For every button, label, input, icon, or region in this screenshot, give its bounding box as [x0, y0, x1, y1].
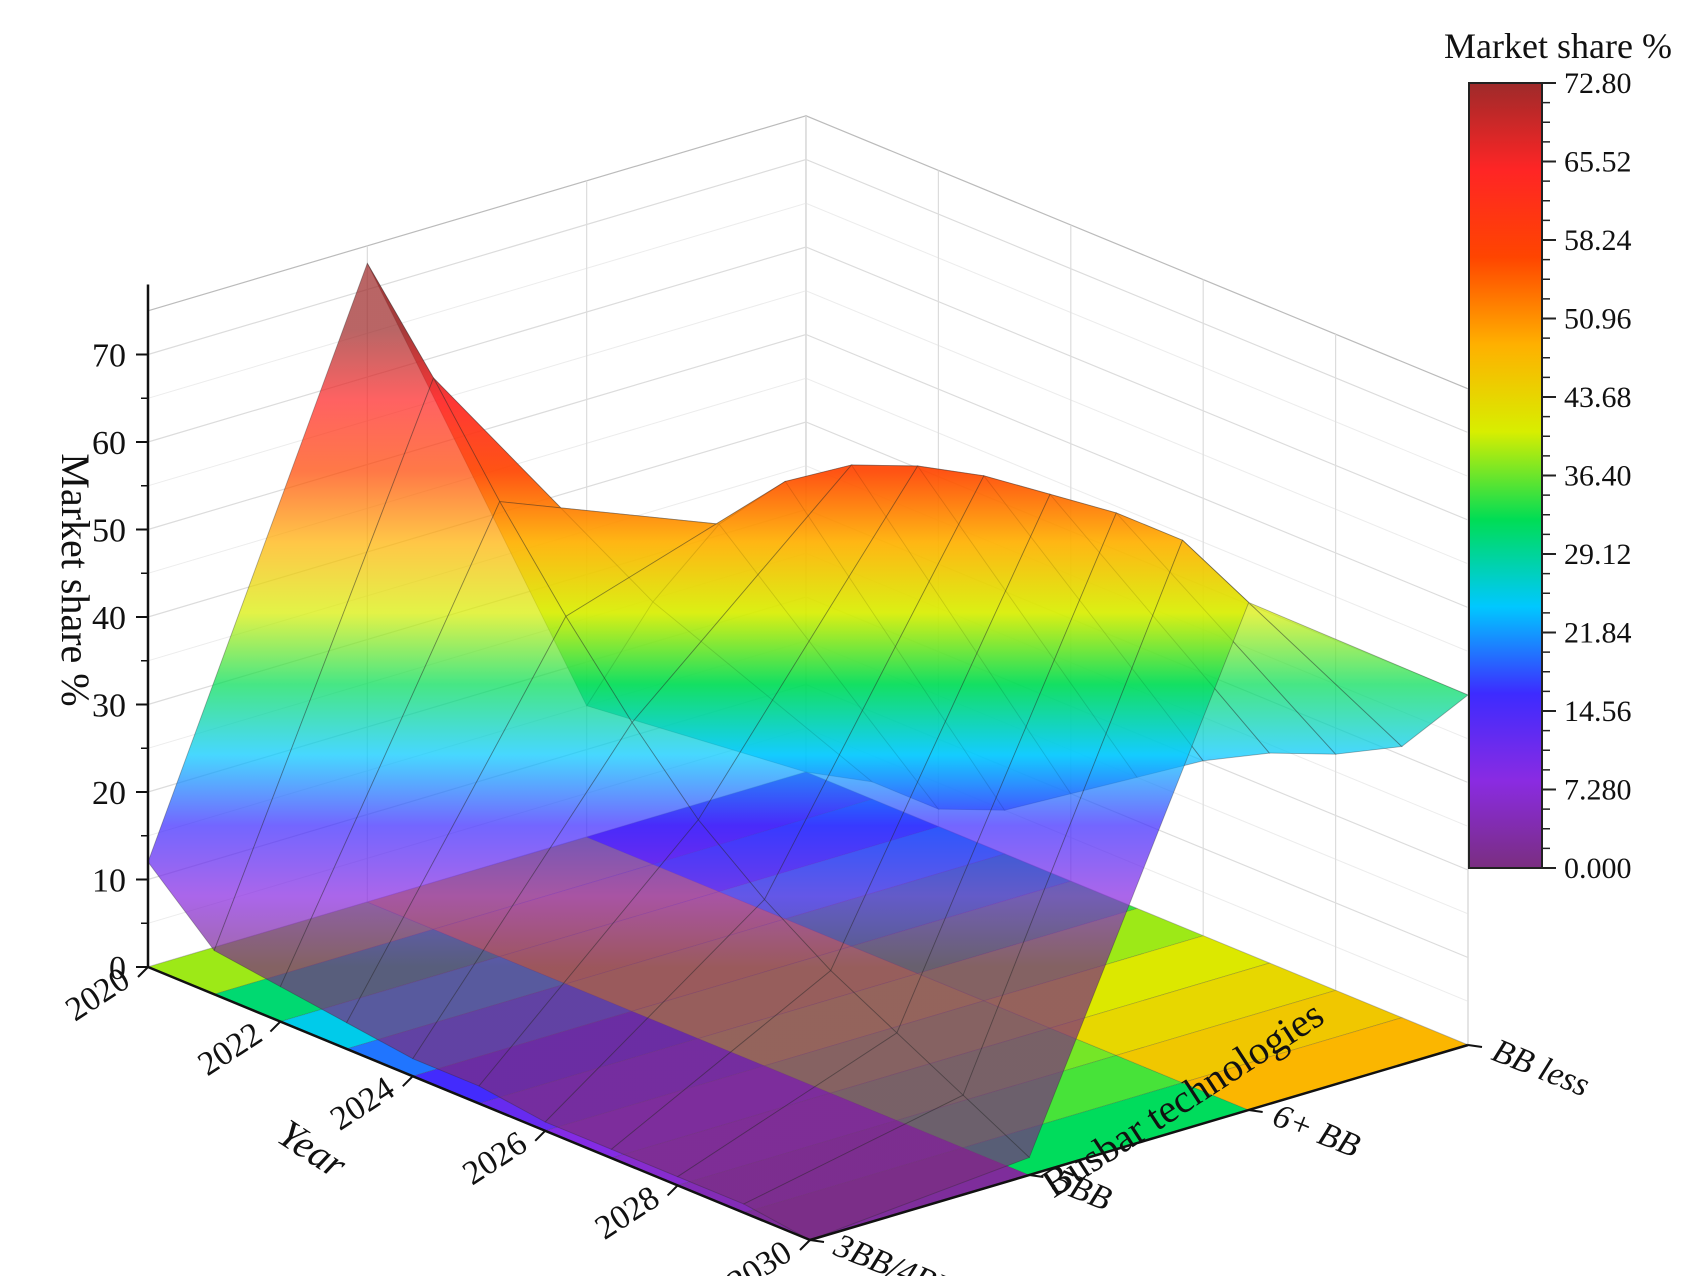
x-tick-label: 2024: [324, 1070, 401, 1138]
x-tick: [666, 1184, 679, 1197]
colorbar-tick-label: 7.280: [1564, 774, 1632, 807]
colorbar-tick-label: 0.000: [1564, 852, 1632, 885]
colorbar-tick-label: 58.24: [1564, 224, 1632, 257]
x-tick-label: 2026: [456, 1124, 533, 1192]
colorbar-bar: [1468, 82, 1543, 869]
colorbar-tick-label: 50.96: [1564, 303, 1632, 336]
x-tick: [534, 1130, 546, 1142]
y-tick-label: BB less: [1487, 1032, 1595, 1104]
colorbar-tick-label: 14.56: [1564, 695, 1632, 728]
x-axis-line: [147, 965, 811, 1242]
x-tick: [269, 1020, 282, 1033]
z-tick-label: 20: [92, 775, 126, 812]
y-tick: [1467, 1044, 1483, 1048]
colorbar-tick-label: 65.52: [1564, 146, 1632, 179]
surface-patch: [962, 539, 1250, 1159]
x-tick-label: 2022: [192, 1015, 269, 1083]
y-tick-label: 6+ BB: [1268, 1097, 1366, 1165]
x-tick-label: 2028: [589, 1179, 666, 1247]
colorbar-tick-label: 72.80: [1564, 67, 1632, 100]
x-tick: [799, 1239, 811, 1251]
surface-patch: [742, 1094, 1031, 1241]
y-tick: [809, 1239, 825, 1243]
colorbar-tick-label: 21.84: [1564, 617, 1632, 650]
z-tick-label: 40: [92, 600, 126, 637]
colorbar-tick-label: 36.40: [1564, 460, 1632, 493]
z-tick-label: 10: [92, 863, 126, 900]
x-tick: [137, 966, 149, 978]
y-tick-label: 3BB/4BB: [828, 1227, 960, 1276]
colorbar-title: Market share %: [1444, 26, 1672, 66]
colorbar-tick-label: 43.68: [1564, 381, 1632, 414]
z-tick-label: 30: [92, 688, 126, 725]
z-axis-title: Market share %: [53, 453, 98, 706]
x-tick: [402, 1075, 414, 1087]
z-tick-label: 50: [92, 513, 126, 550]
surface: [147, 262, 1469, 1241]
x-tick-label: 2030: [721, 1234, 798, 1276]
y-tick: [1248, 1109, 1263, 1113]
colorbar-tick-label: 29.12: [1564, 538, 1632, 571]
z-tick-label: 0: [109, 950, 126, 987]
z-tick-label: 60: [92, 425, 126, 462]
z-tick-label: 70: [92, 338, 126, 375]
y-axis-line: [809, 1043, 1469, 1242]
y-tick: [1029, 1174, 1044, 1178]
colorbar: Market share % 72.80 65.52 58.24 50.96 43.68…: [1444, 26, 1672, 885]
